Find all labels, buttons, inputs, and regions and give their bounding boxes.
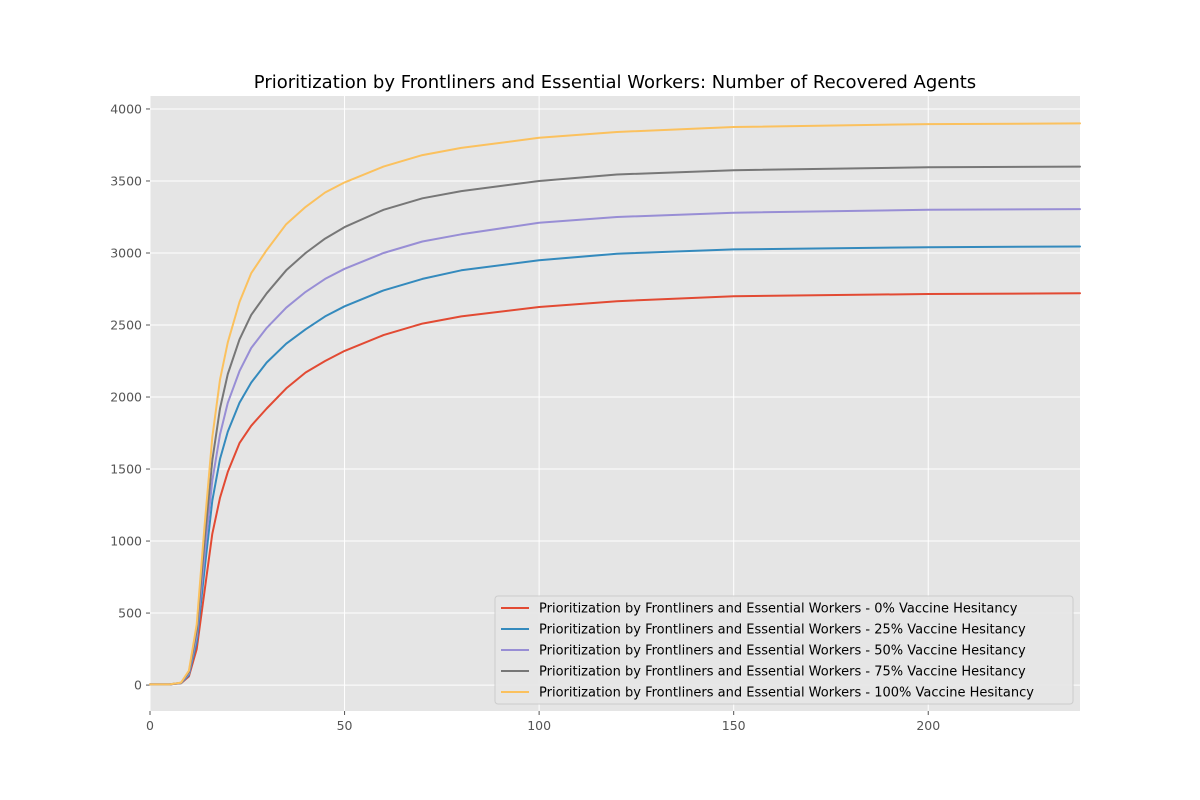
y-tick-label: 3000 (110, 245, 142, 260)
series-lines (149, 122, 1081, 686)
legend: Prioritization by Frontliners and Essent… (494, 595, 1074, 705)
y-tick-label: 4000 (110, 101, 142, 116)
axis-ticks: 0 50 100 150 2000500100015002000250030003500… (110, 101, 940, 733)
y-tick-label: 1500 (110, 462, 142, 477)
legend-box (494, 595, 1074, 705)
x-tick-label: 100 (527, 718, 551, 733)
y-tick-label: 3500 (110, 173, 142, 188)
series-line-4 (149, 122, 1081, 686)
legend-entry-3: Prioritization by Frontliners and Essent… (539, 665, 1026, 680)
x-tick-label: 0 (146, 718, 154, 733)
legend-entry-2: Prioritization by Frontliners and Essent… (539, 644, 1026, 659)
x-tick-label: 200 (916, 718, 940, 733)
y-tick-label: 2500 (110, 318, 142, 333)
x-tick-label: 50 (337, 718, 353, 733)
gridlines (149, 96, 1080, 711)
y-tick-label: 2000 (110, 390, 142, 405)
series-line-1 (149, 245, 1081, 686)
series-line-0 (149, 292, 1081, 686)
legend-entry-1: Prioritization by Frontliners and Essent… (539, 623, 1026, 638)
y-tick-label: 1000 (110, 534, 142, 549)
legend-entry-4: Prioritization by Frontliners and Essent… (539, 686, 1034, 701)
legend-entry-0: Prioritization by Frontliners and Essent… (539, 602, 1018, 617)
chart-title: Prioritization by Frontliners and Essent… (254, 72, 976, 93)
y-tick-label: 500 (118, 606, 142, 621)
y-tick-label: 0 (134, 678, 142, 693)
x-tick-label: 150 (722, 718, 746, 733)
